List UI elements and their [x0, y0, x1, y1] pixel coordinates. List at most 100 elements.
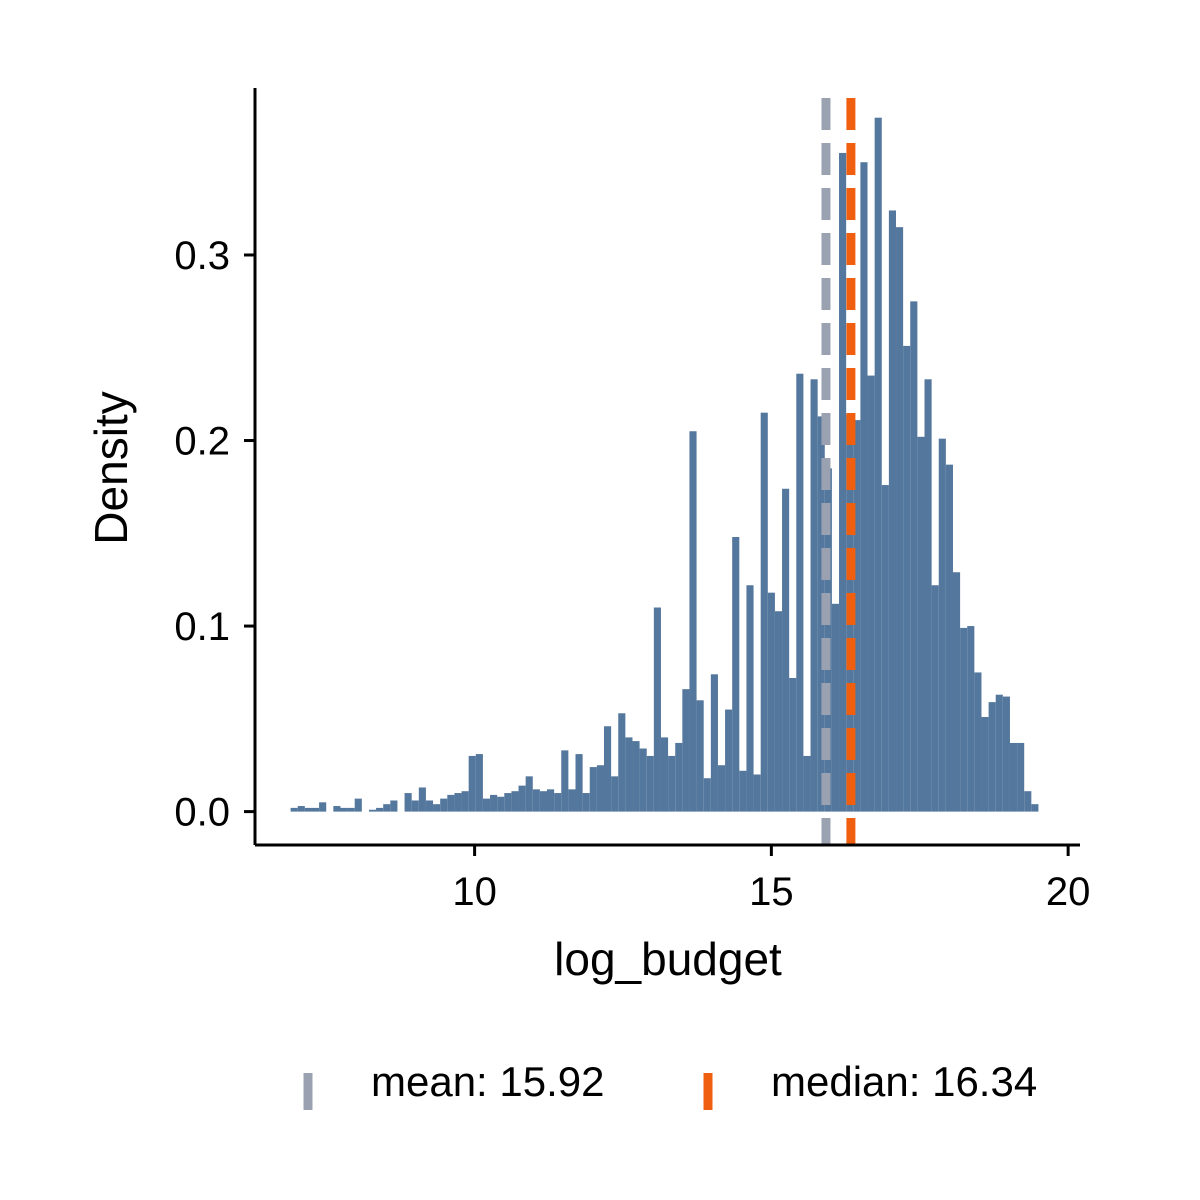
histogram-bar: [810, 379, 818, 812]
histogram-bar: [817, 416, 825, 812]
histogram-bar: [888, 210, 896, 812]
histogram-bar: [575, 754, 583, 812]
y-tick-label: 0.2: [174, 420, 230, 464]
x-axis-ticks: 10 15 20: [452, 845, 1090, 914]
histogram-bar: [675, 742, 683, 812]
histogram-bar: [682, 689, 690, 812]
histogram-bar: [725, 709, 733, 812]
histogram-bar: [910, 301, 918, 812]
histogram-bar: [995, 694, 1003, 812]
legend-mean-label: mean: 15.92: [371, 1058, 605, 1105]
x-tick-label: 15: [749, 870, 794, 914]
histogram-bar: [411, 800, 419, 812]
histogram-bar: [767, 592, 775, 812]
histogram-bar: [753, 774, 761, 812]
histogram-bar: [903, 345, 911, 812]
histogram-bar: [931, 585, 939, 812]
histogram-bar: [468, 755, 476, 812]
histogram-bar: [739, 770, 747, 812]
histogram-bar: [689, 431, 697, 812]
histogram-bar: [618, 713, 626, 812]
histogram-bar: [717, 765, 726, 812]
histogram-bar: [347, 807, 355, 812]
histogram-bar: [596, 765, 604, 812]
histogram-bar: [981, 716, 989, 812]
histogram-bar: [440, 798, 448, 812]
histogram-bar: [632, 741, 640, 812]
histogram-bar: [390, 800, 398, 812]
histogram-bar: [304, 807, 312, 812]
histogram-bar: [490, 794, 498, 812]
axes: [253, 88, 1080, 847]
histogram-bar: [319, 802, 327, 812]
histogram-bar: [433, 804, 441, 812]
histogram-bar: [475, 754, 483, 812]
histogram-bar: [368, 809, 377, 812]
histogram-bar: [290, 807, 298, 812]
histogram-bar: [354, 798, 362, 812]
histogram-bar: [924, 379, 932, 812]
histogram-bar: [960, 627, 968, 812]
histogram-bar: [1009, 742, 1018, 812]
histogram-bar: [974, 672, 982, 812]
y-axis-ticks: 0.0 0.1 0.2 0.3: [174, 234, 255, 835]
histogram-bar: [539, 791, 548, 812]
histogram-bar: [625, 737, 633, 812]
x-tick-label: 20: [1046, 870, 1091, 914]
histogram-bar: [461, 791, 469, 812]
histogram-bar: [646, 755, 654, 812]
histogram-bar: [532, 789, 540, 812]
histogram-bars: [290, 117, 1039, 812]
histogram-bar: [710, 674, 718, 812]
histogram-bar: [796, 373, 804, 812]
histogram-bar: [1002, 696, 1010, 812]
histogram-bar: [1031, 804, 1039, 812]
histogram-bar: [547, 789, 555, 812]
histogram-bar: [945, 464, 953, 812]
histogram-bar: [703, 778, 711, 812]
histogram-bar: [789, 678, 797, 812]
histogram-bar: [881, 485, 889, 812]
histogram-bar: [732, 537, 740, 812]
histogram-bar: [896, 227, 904, 812]
histogram-bar: [504, 793, 512, 812]
histogram-bar: [582, 793, 590, 812]
legend: mean: 15.92 median: 16.34: [303, 1058, 1037, 1110]
histogram-bar: [297, 806, 305, 812]
histogram-bar: [561, 750, 569, 812]
y-tick-label: 0.0: [174, 791, 230, 835]
histogram-bar: [639, 748, 647, 812]
histogram-bar: [554, 793, 562, 812]
histogram-bar: [660, 737, 669, 812]
histogram-bar: [518, 785, 526, 812]
y-axis-title: Density: [85, 391, 137, 544]
histogram-bar: [482, 798, 491, 812]
histogram-bar: [853, 420, 861, 812]
histogram-bar: [1017, 742, 1025, 812]
histogram-bar: [760, 412, 768, 812]
histogram-bar: [668, 755, 676, 812]
histogram-bar: [803, 755, 811, 812]
histogram-bar: [839, 152, 847, 812]
histogram-bar: [874, 117, 882, 812]
histogram-bar: [860, 162, 868, 812]
histogram-bar: [967, 626, 975, 812]
histogram-bar: [774, 611, 783, 812]
histogram-bar: [511, 791, 519, 812]
histogram-bar: [603, 726, 612, 812]
histogram-bar: [425, 800, 434, 812]
histogram-bar: [333, 806, 341, 812]
x-axis-title: log_budget: [554, 933, 782, 985]
histogram-bar: [867, 375, 875, 812]
histogram-bar: [938, 438, 946, 812]
histogram-bar: [653, 607, 661, 812]
histogram-bar: [696, 700, 704, 812]
histogram-bar: [454, 793, 462, 812]
x-tick-label: 10: [452, 870, 497, 914]
histogram-bar: [340, 807, 348, 812]
histogram-bar: [952, 572, 961, 812]
legend-median-label: median: 16.34: [771, 1058, 1037, 1105]
histogram-bar: [497, 796, 505, 812]
histogram-bar: [831, 603, 840, 812]
